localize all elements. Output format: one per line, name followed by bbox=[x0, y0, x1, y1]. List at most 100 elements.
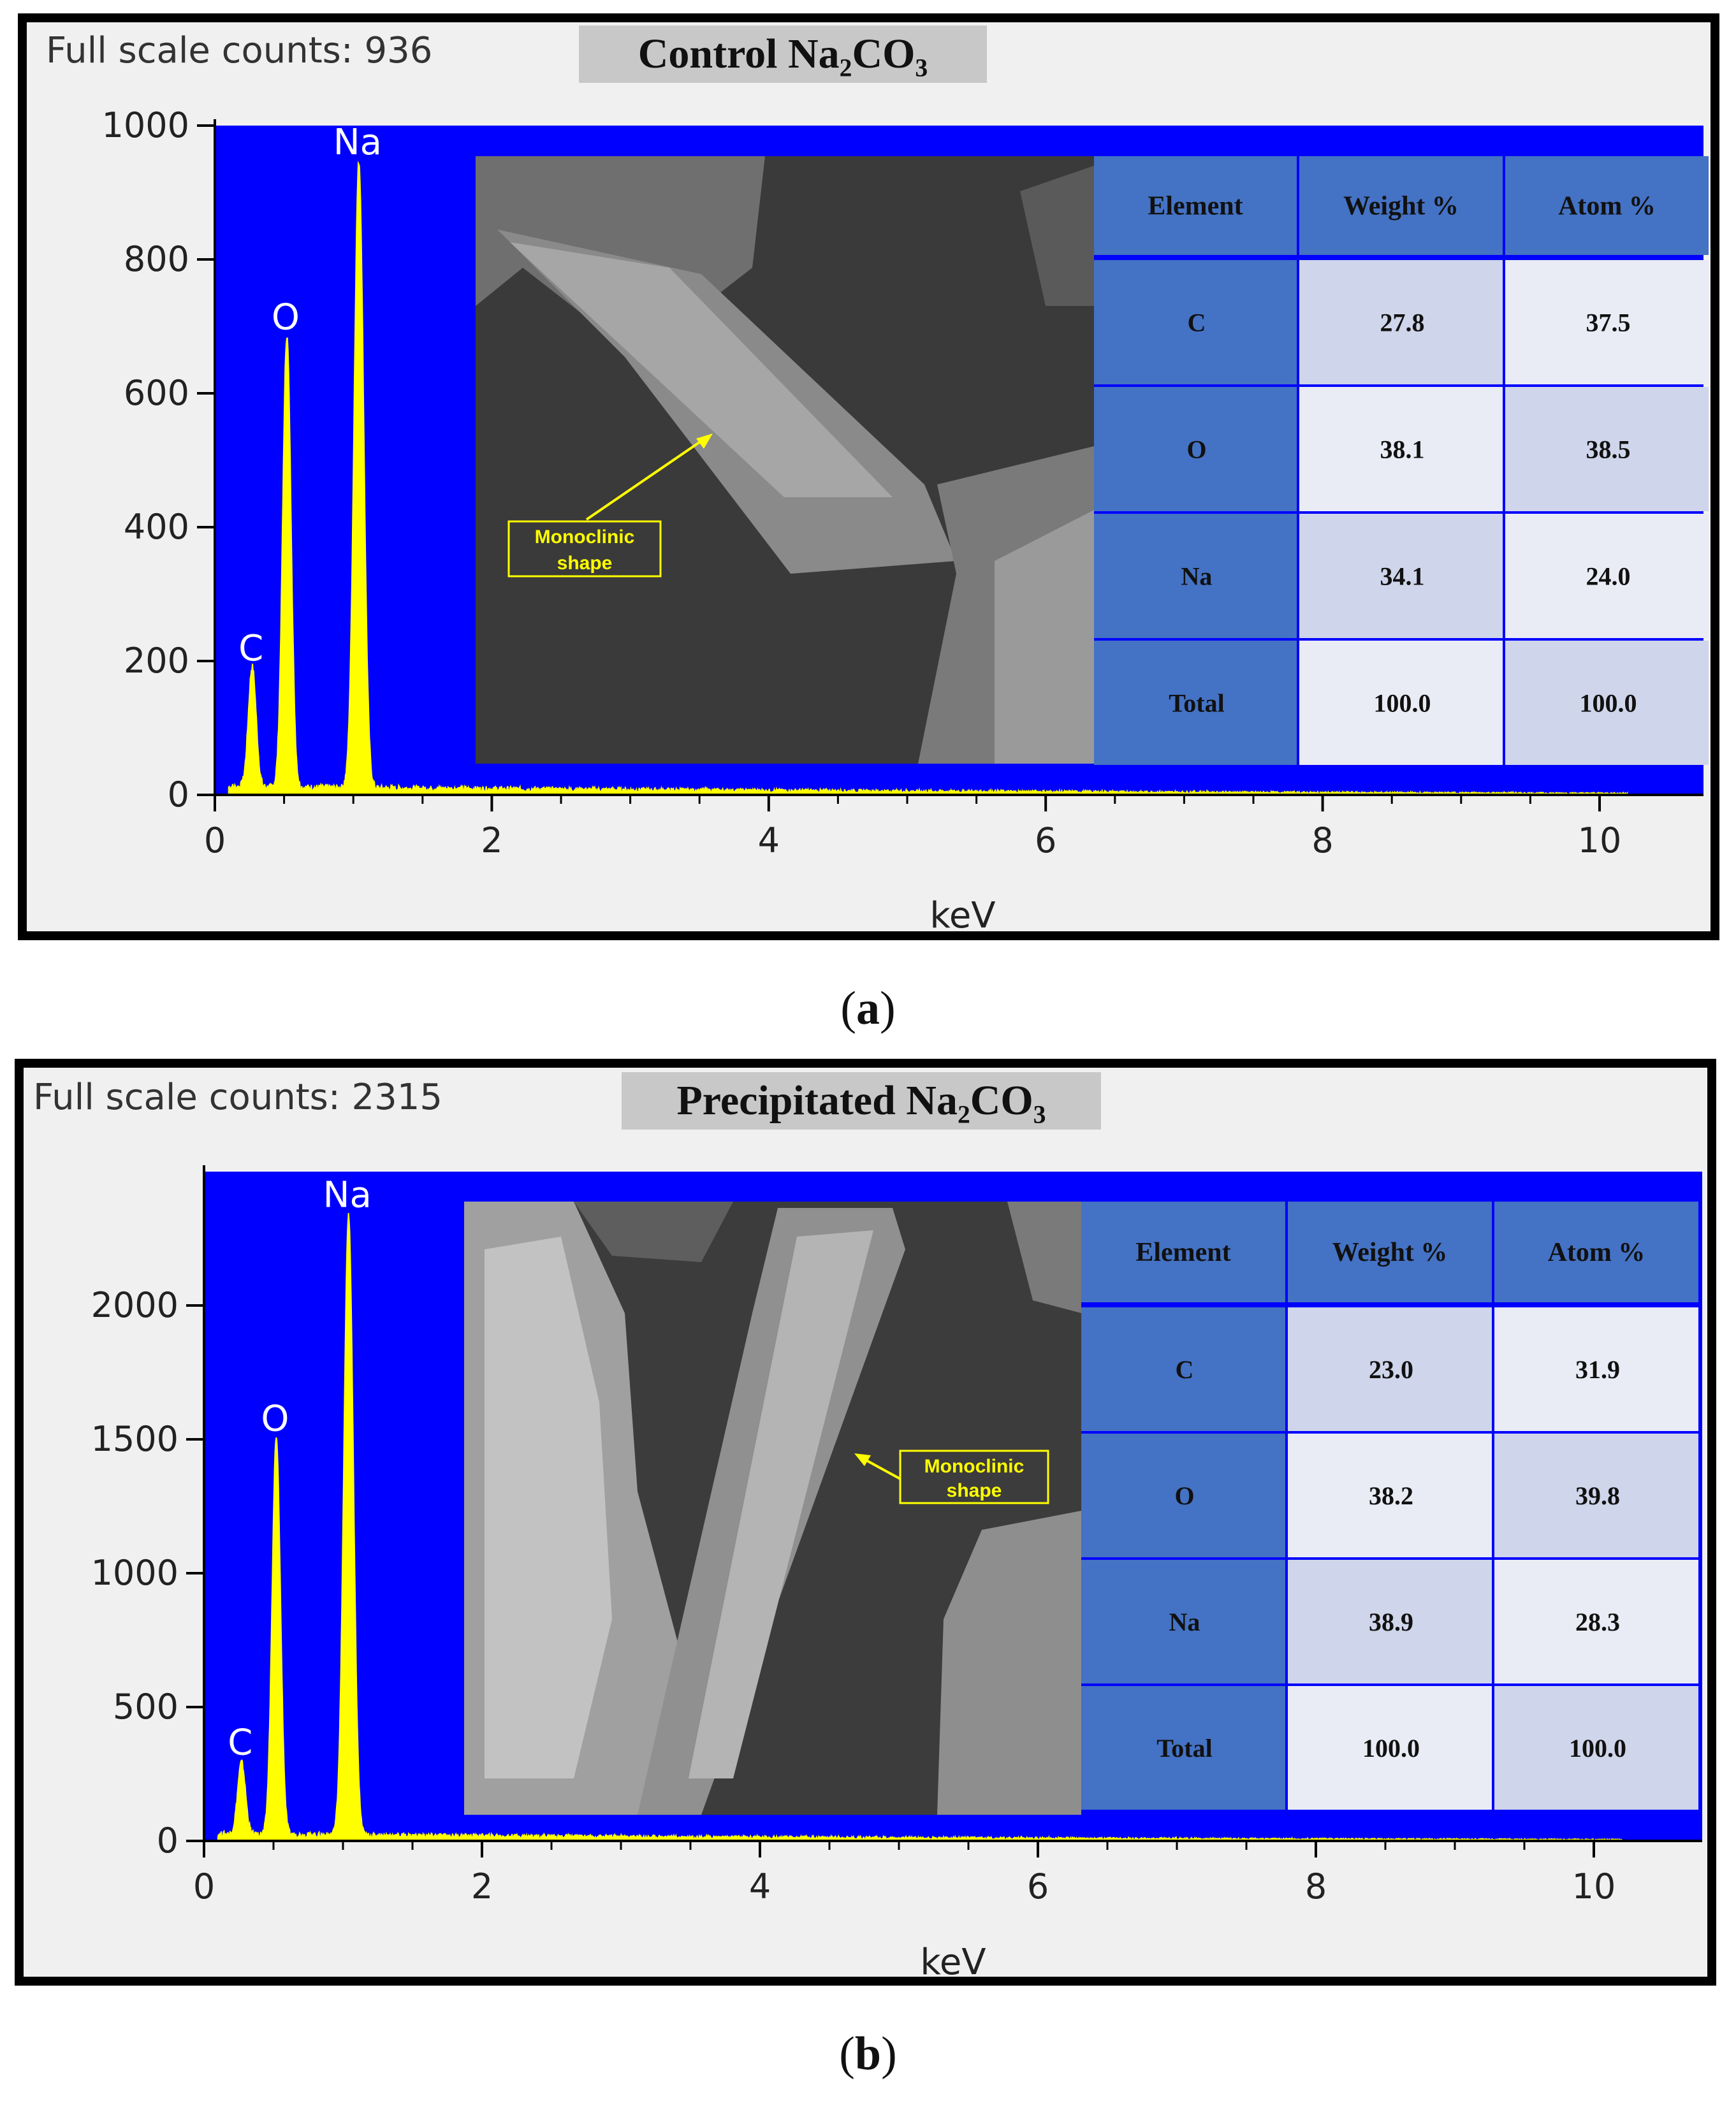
x-tick-label: 4 bbox=[758, 820, 780, 861]
table-cell bbox=[1288, 1307, 1492, 1431]
x-tick-label: 2 bbox=[471, 1866, 493, 1907]
table-header-cell bbox=[1505, 156, 1709, 255]
y-tick-label: 400 bbox=[124, 507, 189, 547]
x-tick-label: 6 bbox=[1035, 820, 1056, 861]
table-cell-value: 38.2 bbox=[1369, 1481, 1413, 1510]
table-cell bbox=[1288, 1686, 1492, 1810]
table-cell bbox=[1505, 387, 1709, 511]
x-tick-label: 6 bbox=[1027, 1866, 1049, 1907]
peak-label-c: C bbox=[228, 1722, 252, 1764]
table-header-label: Atom % bbox=[1548, 1238, 1645, 1267]
table-header-cell bbox=[1494, 1202, 1698, 1302]
table-cell bbox=[1299, 514, 1503, 638]
table-cell bbox=[1299, 260, 1503, 384]
y-tick-label: 600 bbox=[124, 373, 189, 413]
y-tick-label: 2000 bbox=[91, 1285, 179, 1325]
table-cell bbox=[1505, 641, 1709, 765]
eds-figure-b: Full scale counts: 2315 Precipitated Na₂… bbox=[15, 1059, 1716, 1986]
axes: 0 200 400 600 800 1000 0 2 4 6 8 10 bbox=[102, 105, 1703, 861]
caption-b: (b) bbox=[839, 2028, 897, 2080]
spectrum-line bbox=[228, 161, 1628, 797]
table-cell-value: 27.8 bbox=[1380, 309, 1425, 337]
full-scale-counts-label: Full scale counts: 2315 bbox=[33, 1077, 442, 1118]
table-row-element: Total bbox=[1156, 1734, 1212, 1763]
table-cell bbox=[1505, 260, 1709, 384]
table-header-cell bbox=[1081, 1202, 1285, 1302]
annotation-line-1: Monoclinic bbox=[924, 1456, 1025, 1477]
table-row-element: C bbox=[1176, 1355, 1194, 1384]
table-cell-value: 100.0 bbox=[1362, 1734, 1420, 1763]
table-cell-value: 23.0 bbox=[1369, 1355, 1413, 1384]
table-row-element: O bbox=[1174, 1481, 1194, 1510]
arrow-head bbox=[854, 1453, 871, 1466]
table-cell-value: 39.8 bbox=[1575, 1481, 1620, 1510]
spectrum-line bbox=[217, 1212, 1623, 1842]
eds-figure-a: Full scale counts: 936 Control Na₂CO₃ C O… bbox=[18, 13, 1719, 940]
caption-letter: a bbox=[856, 982, 880, 1035]
table-header-label: Element bbox=[1148, 192, 1243, 221]
table-cell bbox=[1094, 514, 1297, 638]
y-tick-label: 0 bbox=[168, 774, 189, 815]
table-cell bbox=[1299, 641, 1503, 765]
table-cell bbox=[1081, 1686, 1285, 1810]
monoclinic-annotation: Monoclinic shape bbox=[854, 1450, 1049, 1504]
arrow-head bbox=[696, 433, 713, 449]
chart-title: Control Na₂CO₃ bbox=[638, 31, 928, 77]
table-cell-value: 34.1 bbox=[1380, 562, 1425, 591]
composition-table: Element Weight % Atom % C 23.0 31.9 O 38.2 39.8 N… bbox=[1081, 1202, 1698, 1810]
peak-label-c: C bbox=[238, 628, 263, 669]
y-tick-label: 1000 bbox=[91, 1553, 179, 1593]
table-header-cell bbox=[1299, 156, 1503, 255]
caption-a: (a) bbox=[840, 982, 896, 1035]
y-tick-label: 500 bbox=[113, 1687, 179, 1727]
annotation-box bbox=[899, 1450, 1049, 1504]
table-cell bbox=[1094, 260, 1297, 384]
y-tick-label: 1500 bbox=[91, 1419, 179, 1459]
table-row-element: O bbox=[1186, 435, 1206, 464]
table-cell-value: 38.1 bbox=[1380, 435, 1425, 464]
table-header-cell bbox=[1094, 156, 1297, 255]
table-header-cell bbox=[1288, 1202, 1492, 1302]
x-tick-label: 0 bbox=[204, 820, 226, 861]
table-header-label: Weight % bbox=[1332, 1238, 1448, 1267]
peak-label-na: Na bbox=[333, 122, 382, 163]
title-box bbox=[579, 25, 987, 83]
x-tick-label: 8 bbox=[1305, 1866, 1327, 1907]
sem-micrograph bbox=[464, 1202, 1081, 1815]
table-cell bbox=[1494, 1434, 1698, 1557]
table-cell bbox=[1494, 1560, 1698, 1683]
table-row-element: Na bbox=[1181, 562, 1213, 591]
x-tick-label: 0 bbox=[193, 1866, 215, 1907]
table-cell bbox=[1505, 514, 1709, 638]
annotation-box bbox=[507, 520, 662, 578]
table-cell bbox=[1094, 387, 1297, 511]
table-cell-value: 31.9 bbox=[1575, 1355, 1620, 1384]
sem-micrograph bbox=[476, 156, 1094, 764]
composition-table: Element Weight % Atom % C 27.8 37.5 O 38.1 38.5 N… bbox=[1094, 156, 1709, 765]
x-tick-label: 10 bbox=[1572, 1866, 1616, 1907]
table-row-element: C bbox=[1188, 309, 1206, 337]
table-cell-value: 28.3 bbox=[1575, 1608, 1620, 1636]
panel-b: Full scale counts: 2315 Precipitated Na₂… bbox=[0, 1045, 1736, 2002]
x-axis-label: keV bbox=[920, 1942, 986, 1983]
table-cell-value: 38.9 bbox=[1369, 1608, 1413, 1636]
table-cell bbox=[1094, 641, 1297, 765]
peak-label-o: O bbox=[261, 1398, 289, 1439]
peak-labels: C O Na bbox=[238, 122, 382, 669]
peak-label-na: Na bbox=[323, 1175, 372, 1216]
axes: 0 500 1000 1500 2000 0 2 4 6 8 10 bbox=[91, 1165, 1702, 1907]
x-tick-label: 4 bbox=[749, 1866, 771, 1907]
y-tick-label: 800 bbox=[124, 239, 189, 279]
table-cell-value: 100.0 bbox=[1569, 1734, 1626, 1763]
peak-label-o: O bbox=[272, 296, 300, 338]
annotation-line-2: shape bbox=[947, 1480, 1002, 1501]
table-row-element: Na bbox=[1169, 1608, 1200, 1636]
table-cell-value: 100.0 bbox=[1374, 689, 1431, 718]
annotation-arrow bbox=[585, 435, 709, 521]
table-cell bbox=[1494, 1686, 1698, 1810]
table-cell bbox=[1288, 1434, 1492, 1557]
chart-title: Precipitated Na₂CO₃ bbox=[676, 1077, 1046, 1124]
y-tick-label: 1000 bbox=[102, 105, 189, 145]
title-box bbox=[622, 1072, 1101, 1130]
table-cell-value: 24.0 bbox=[1586, 562, 1631, 591]
